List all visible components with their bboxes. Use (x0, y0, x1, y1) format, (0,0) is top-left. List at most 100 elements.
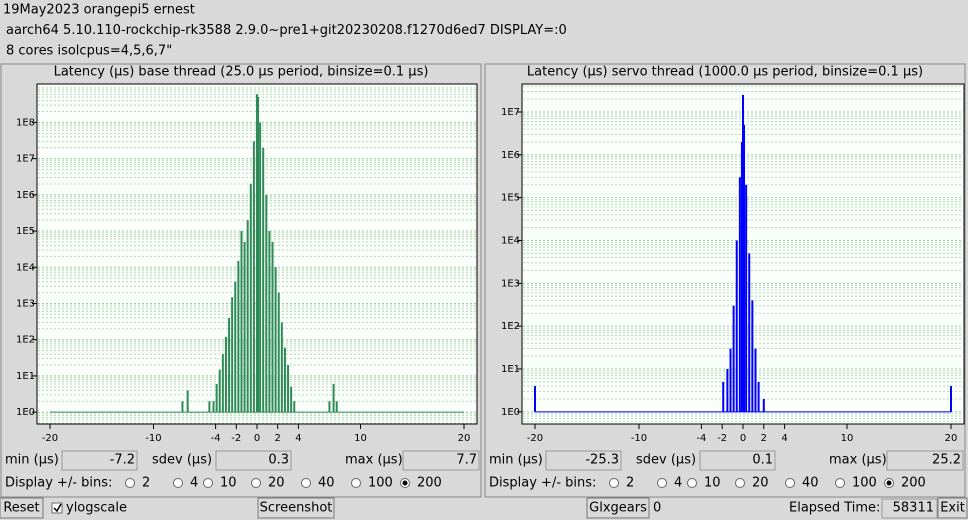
ylogscale-label[interactable]: ylogscale (66, 501, 127, 516)
bin-radio[interactable] (609, 478, 619, 488)
bin-radio[interactable] (687, 478, 697, 488)
histogram-bar (218, 369, 221, 413)
glxgears-button-label[interactable]: Glxgears (589, 501, 647, 516)
ylogscale-checkbox[interactable] (51, 502, 63, 514)
chart-title: Latency (µs) base thread (25.0 µs period… (54, 65, 429, 80)
bin-radio[interactable] (203, 478, 213, 488)
histogram-bar (743, 124, 746, 412)
glxgears-count: 0 (653, 501, 661, 516)
y-tick-label: 1E5 (501, 193, 520, 204)
histogram-bar (751, 300, 754, 412)
bin-radio-dot (402, 480, 408, 486)
histogram-bar (243, 241, 246, 413)
bin-option[interactable]: 200 (901, 476, 926, 491)
bin-radio[interactable] (351, 478, 361, 488)
bin-option[interactable]: 20 (268, 476, 285, 491)
x-tick-label: -2 (231, 433, 241, 444)
histogram-bar (249, 183, 252, 413)
bin-radio[interactable] (735, 478, 745, 488)
histogram-bar (332, 383, 335, 413)
max-label: max (µs) (345, 453, 403, 468)
bin-option[interactable]: 10 (704, 476, 721, 491)
histogram-bar (726, 368, 729, 412)
bin-option[interactable]: 100 (852, 476, 877, 491)
histogram-bar (268, 231, 271, 413)
panel (0, 63, 482, 498)
x-tick-label: 10 (354, 433, 367, 444)
exit-button[interactable] (937, 497, 968, 519)
reset-button-label[interactable]: Reset (3, 501, 39, 516)
max-label: max (µs) (829, 453, 887, 468)
histogram-bar (190, 412, 193, 413)
bin-radio[interactable] (173, 478, 183, 488)
glxgears-button[interactable] (586, 497, 650, 519)
bin-option[interactable]: 100 (368, 476, 393, 491)
x-tick-label: -2 (717, 433, 727, 444)
y-tick-label: 1E8 (16, 117, 35, 128)
bin-radio[interactable] (301, 478, 311, 488)
sdev-value: 0.1 (752, 453, 773, 468)
min-value: -7.2 (110, 453, 135, 468)
histogram-bar (252, 141, 255, 413)
screenshot-button[interactable] (257, 497, 335, 519)
histogram-bar (271, 241, 274, 413)
screenshot-button-label[interactable]: Screenshot (260, 501, 333, 516)
histogram-bar (754, 348, 757, 412)
sdev-field (699, 450, 776, 471)
bin-option[interactable]: 2 (626, 476, 634, 491)
histogram-bar (256, 94, 258, 413)
histogram-bar (732, 305, 735, 412)
x-tick-label: 10 (841, 433, 854, 444)
bins-label: Display +/- bins: (489, 476, 596, 491)
histogram-bar (224, 336, 227, 413)
histogram-bar (328, 401, 331, 413)
histogram-bar (221, 354, 224, 413)
bin-option[interactable]: 20 (752, 476, 769, 491)
histogram-bar (740, 141, 743, 412)
bin-option[interactable]: 4 (674, 476, 682, 491)
histogram-bar (237, 260, 240, 413)
histogram-bar (335, 401, 338, 413)
bin-radio-dot (886, 480, 892, 486)
bin-option[interactable]: 2 (142, 476, 150, 491)
x-tick-label: 0 (740, 433, 746, 444)
bin-radio[interactable] (125, 478, 135, 488)
elapsed-label: Elapsed Time: (789, 501, 880, 516)
histogram-bar (181, 401, 184, 413)
histogram-bar (208, 401, 211, 413)
header-line: aarch64 5.10.110-rockchip-rk3588 2.9.0~p… (6, 23, 567, 38)
exit-button-label[interactable]: Exit (940, 501, 965, 516)
x-tick-label: 4 (295, 433, 301, 444)
y-tick-label: 1E1 (16, 371, 35, 382)
y-tick-label: 1E6 (16, 190, 35, 201)
bin-option[interactable]: 10 (220, 476, 237, 491)
x-tick-label: 20 (945, 433, 958, 444)
y-tick-label: 1E3 (16, 298, 35, 309)
y-tick-label: 1E3 (501, 278, 520, 289)
bin-option[interactable]: 200 (417, 476, 442, 491)
panel (484, 63, 966, 498)
max-value: 7.7 (456, 453, 477, 468)
min-label: min (µs) (5, 453, 59, 468)
y-tick-label: 1E2 (16, 335, 35, 346)
histogram-bar (202, 412, 205, 413)
histogram-bar (283, 347, 286, 413)
bin-radio[interactable] (657, 478, 667, 488)
bin-option[interactable]: 40 (802, 476, 819, 491)
histogram-bar (950, 386, 952, 412)
y-tick-label: 1E1 (501, 364, 520, 375)
reset-button[interactable] (0, 497, 44, 519)
x-tick-label: -4 (696, 433, 706, 444)
bin-radio[interactable] (251, 478, 261, 488)
elapsed-value: 58311 (893, 501, 934, 516)
bin-radio[interactable] (785, 478, 795, 488)
x-tick-label: 4 (781, 433, 787, 444)
bin-radio[interactable] (835, 478, 845, 488)
histogram-bar (246, 220, 249, 413)
histogram-bar (259, 122, 262, 413)
bin-option[interactable]: 4 (190, 476, 198, 491)
histogram-bar (195, 412, 198, 413)
histogram-bar (234, 281, 237, 413)
bin-option[interactable]: 40 (318, 476, 335, 491)
